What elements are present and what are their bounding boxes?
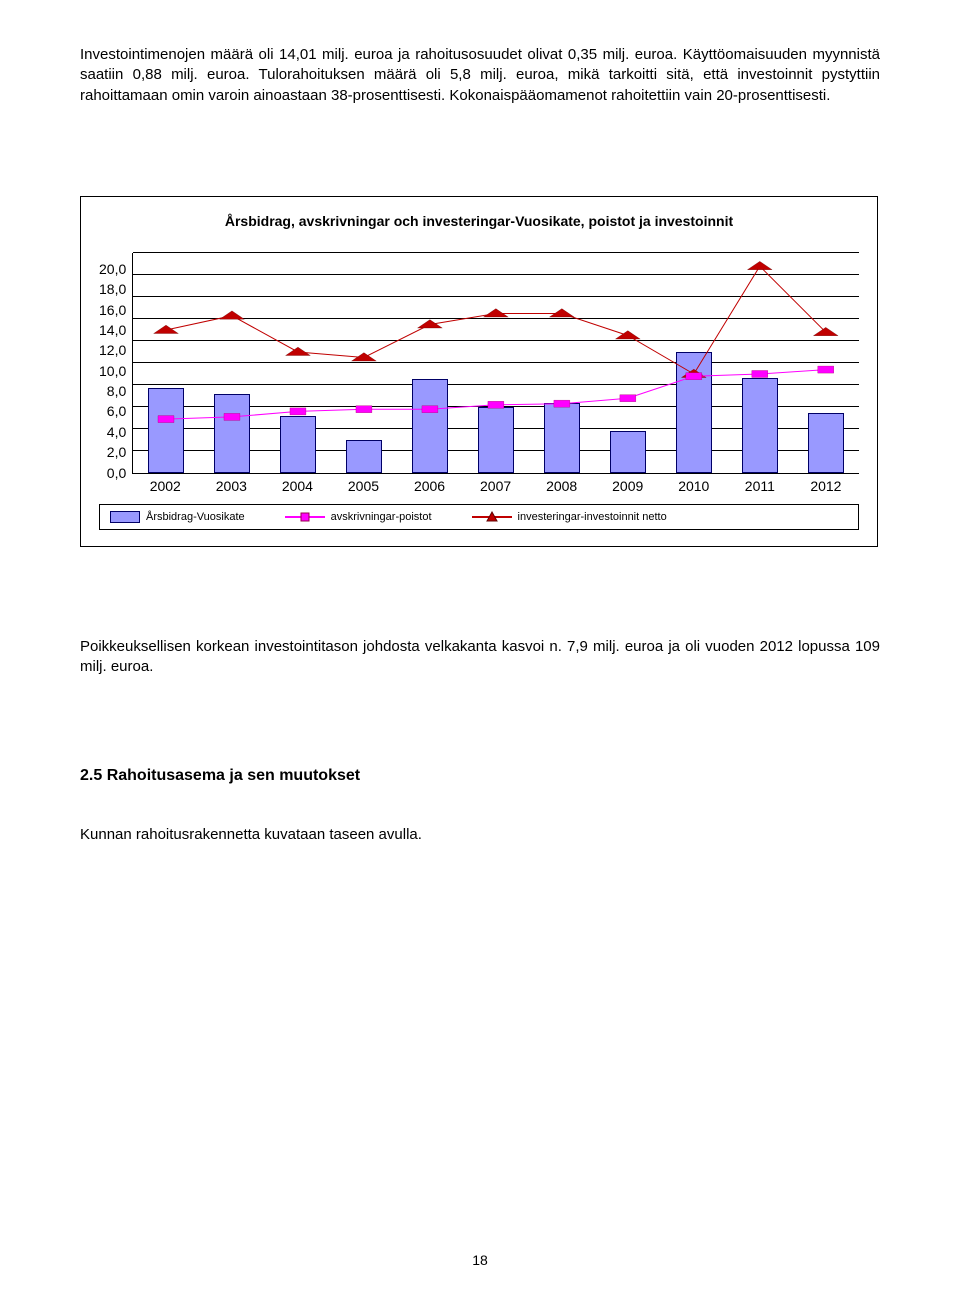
series-marker — [686, 372, 702, 379]
x-tick-label: 2012 — [793, 478, 859, 494]
series-marker — [484, 308, 509, 316]
x-tick-label: 2005 — [330, 478, 396, 494]
chart-title: Årsbidrag, avskrivningar och investering… — [99, 213, 859, 229]
x-tick-label: 2008 — [529, 478, 595, 494]
chart-container: Årsbidrag, avskrivningar och investering… — [80, 196, 878, 547]
series-marker — [154, 325, 179, 333]
series-marker — [620, 394, 636, 401]
series-marker — [422, 405, 438, 412]
y-tick-label: 16,0 — [99, 302, 126, 318]
series-marker — [224, 413, 240, 420]
section-heading: 2.5 Rahoitusasema ja sen muutokset — [80, 767, 880, 785]
page-number: 18 — [0, 1252, 960, 1268]
series-marker — [748, 261, 773, 269]
y-tick-label: 8,0 — [99, 383, 126, 399]
series-marker — [356, 405, 372, 412]
series-marker — [286, 347, 311, 355]
plot-wrap: 2002200320042005200620072008200920102011… — [132, 253, 859, 494]
series-marker — [488, 401, 504, 408]
legend-item-line2: investeringar-investoinnit netto — [472, 511, 667, 523]
paragraph-1: Investointimenojen määrä oli 14,01 milj.… — [80, 45, 880, 106]
legend-label-line1: avskrivningar-poistot — [331, 511, 432, 523]
x-tick-label: 2002 — [132, 478, 198, 494]
y-tick-label: 6,0 — [99, 403, 126, 419]
chart-area: 20,018,016,014,012,010,08,06,04,02,00,0 … — [99, 253, 859, 494]
legend-label-bar: Årsbidrag-Vuosikate — [146, 511, 245, 523]
x-axis: 2002200320042005200620072008200920102011… — [132, 478, 859, 494]
y-tick-label: 20,0 — [99, 261, 126, 277]
series-marker — [616, 330, 641, 338]
y-tick-label: 2,0 — [99, 444, 126, 460]
series-marker — [418, 319, 443, 327]
x-tick-label: 2010 — [661, 478, 727, 494]
y-tick-label: 4,0 — [99, 424, 126, 440]
series-line — [166, 266, 826, 374]
series-marker — [752, 370, 768, 377]
paragraph-2: Poikkeuksellisen korkean investointitaso… — [80, 637, 880, 678]
legend-label-line2: investeringar-investoinnit netto — [518, 511, 667, 523]
section-body: Kunnan rahoitusrakennetta kuvataan tasee… — [80, 825, 880, 845]
series-marker — [550, 308, 575, 316]
legend-item-line1: avskrivningar-poistot — [285, 511, 432, 523]
y-axis: 20,018,016,014,012,010,08,06,04,02,00,0 — [99, 253, 132, 473]
page: Investointimenojen määrä oli 14,01 milj.… — [0, 0, 960, 1290]
series-marker — [220, 311, 245, 319]
legend: Årsbidrag-Vuosikate avskrivningar-poisto… — [99, 504, 859, 530]
x-tick-label: 2007 — [463, 478, 529, 494]
series-marker — [818, 366, 834, 373]
series-marker — [554, 400, 570, 407]
x-tick-label: 2006 — [397, 478, 463, 494]
line-overlay — [133, 253, 859, 473]
line1-swatch-icon — [285, 511, 325, 523]
y-tick-label: 0,0 — [99, 465, 126, 481]
x-tick-label: 2009 — [595, 478, 661, 494]
legend-item-bar: Årsbidrag-Vuosikate — [110, 511, 245, 523]
y-tick-label: 10,0 — [99, 363, 126, 379]
y-tick-label: 12,0 — [99, 342, 126, 358]
x-tick-label: 2004 — [264, 478, 330, 494]
y-tick-label: 14,0 — [99, 322, 126, 338]
series-marker — [290, 408, 306, 415]
plot-area — [132, 253, 859, 474]
line2-swatch-icon — [472, 511, 512, 523]
x-tick-label: 2003 — [198, 478, 264, 494]
x-tick-label: 2011 — [727, 478, 793, 494]
y-tick-label: 18,0 — [99, 281, 126, 297]
series-line — [166, 369, 826, 419]
bar-swatch-icon — [110, 511, 140, 523]
series-marker — [158, 415, 174, 422]
series-marker — [814, 327, 839, 335]
